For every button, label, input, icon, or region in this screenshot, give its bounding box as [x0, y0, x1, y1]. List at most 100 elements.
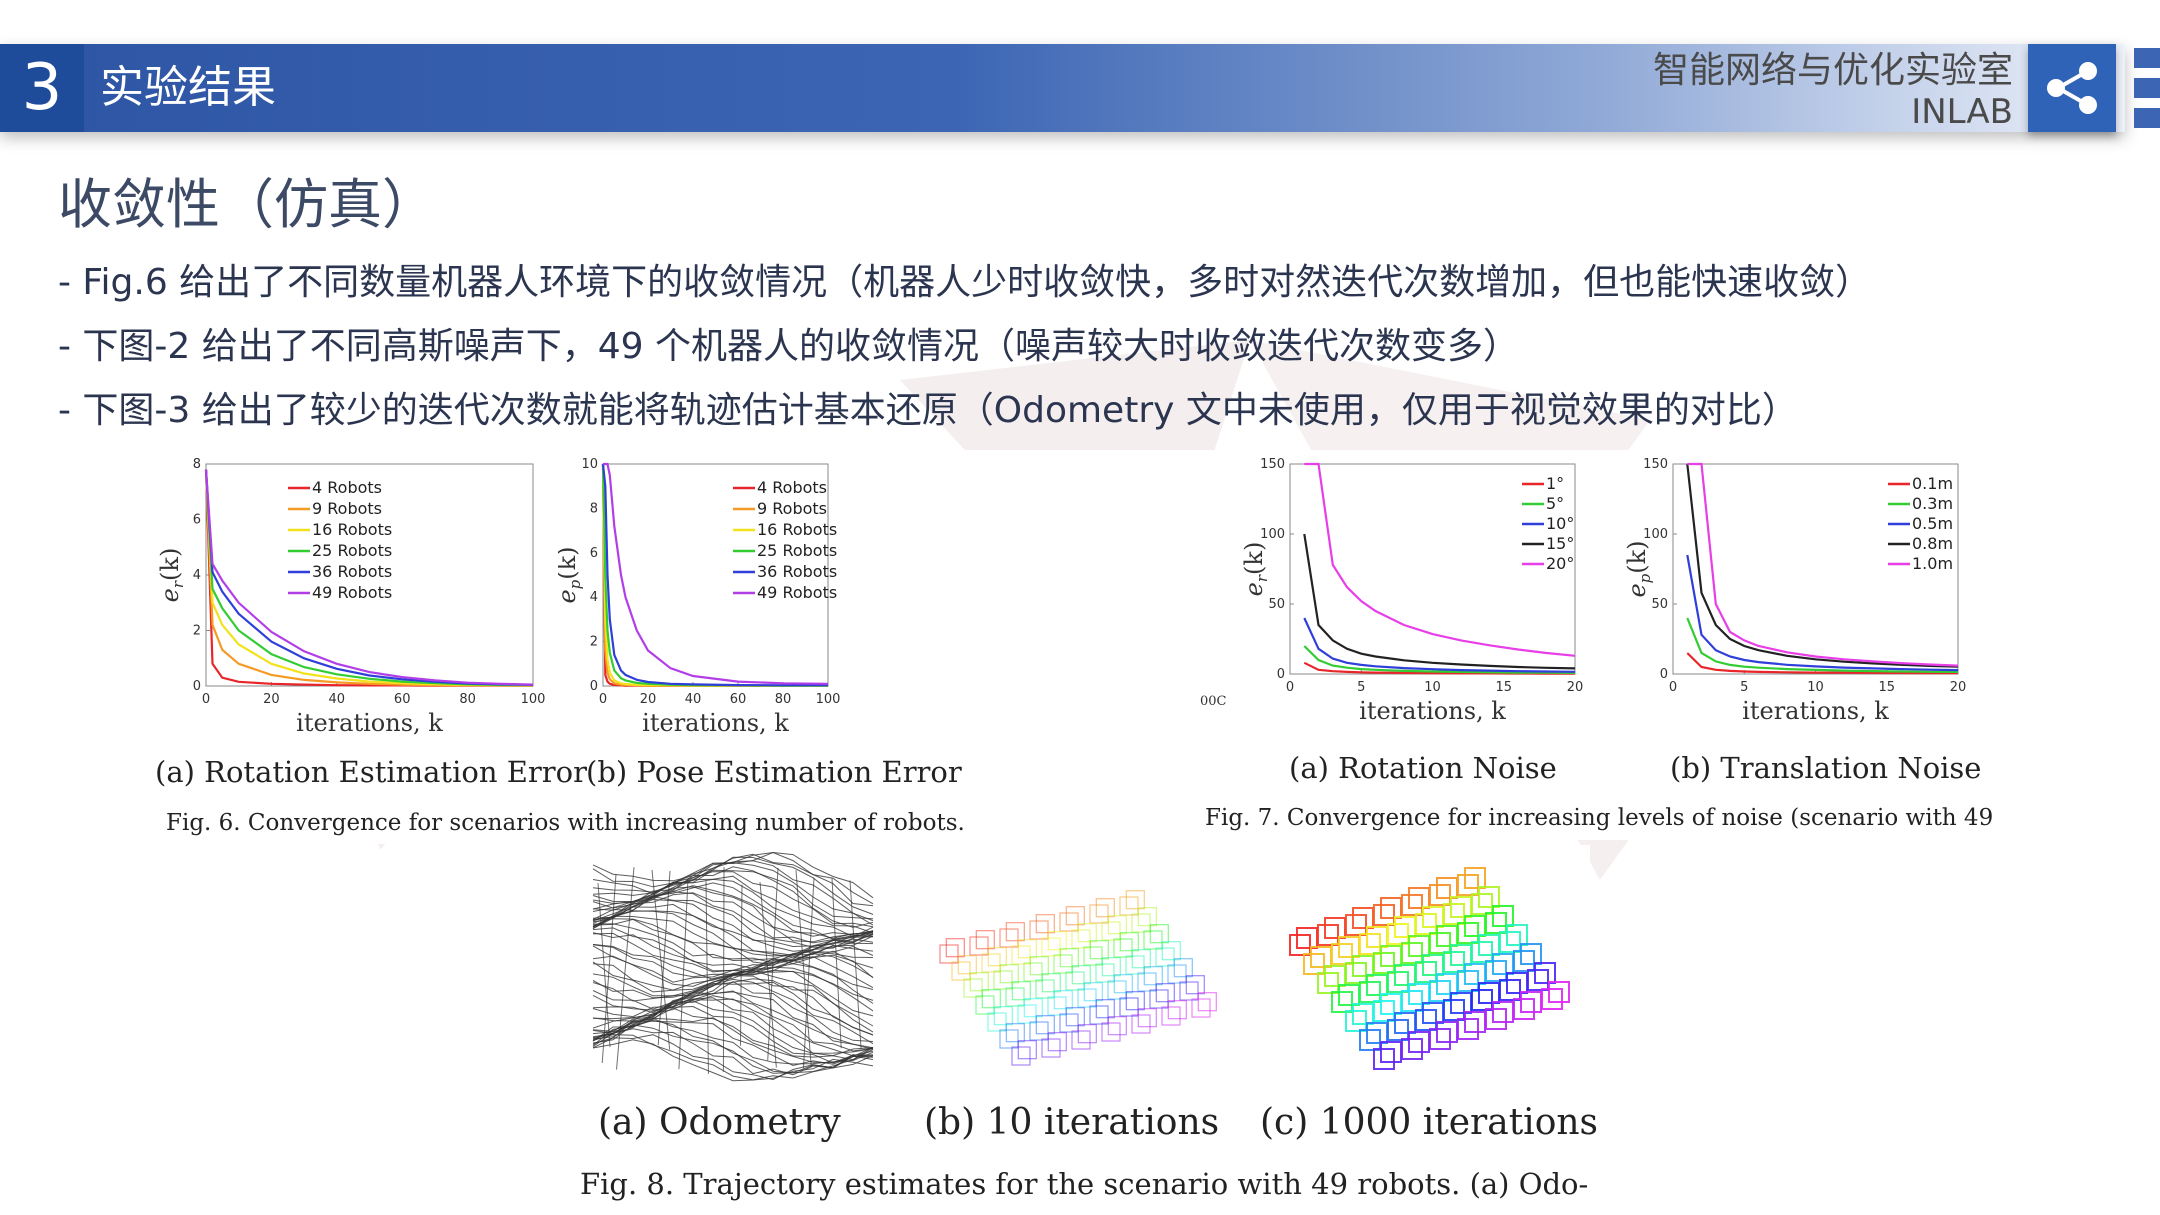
- legend-entry: 25 Robots: [312, 541, 392, 560]
- x-tick-label: 20: [640, 692, 657, 707]
- fig7-sub-b-caption: (b) Translation Noise: [1670, 751, 1982, 785]
- robot-trajectory-box: [1101, 1022, 1121, 1042]
- robot-trajectory-box: [1101, 957, 1121, 977]
- robot-trajectory-box: [1548, 981, 1570, 1003]
- robot-trajectory-box: [1366, 1022, 1388, 1044]
- series-line: [1686, 652, 1958, 675]
- x-tick-label: 100: [816, 692, 841, 707]
- odometry-path: [592, 896, 874, 948]
- page-heading: 收敛性（仿真）: [58, 173, 436, 236]
- robot-trajectory-box: [1023, 998, 1043, 1018]
- robot-trajectory-box: [1408, 935, 1430, 957]
- robot-trajectory-box: [1035, 914, 1055, 934]
- x-tick-label: 0: [1669, 680, 1677, 695]
- fig6-caption: Fig. 6. Convergence for scenarios with i…: [166, 810, 965, 836]
- y-tick-label: 8: [590, 501, 598, 516]
- robot-trajectory-box: [1492, 1001, 1514, 1023]
- robot-trajectory-box: [1415, 1009, 1437, 1031]
- robot-trajectory-box: [1436, 1021, 1458, 1043]
- y-tick-label: 0: [590, 679, 598, 694]
- robot-trajectory-box: [1011, 1046, 1031, 1066]
- lab-name-cn: 智能网络与优化实验室: [1652, 50, 2013, 91]
- legend-entry: 0.1m: [1912, 474, 1953, 493]
- robot-trajectory-box: [1478, 886, 1500, 908]
- robot-trajectory-box: [1324, 965, 1346, 987]
- y-tick-label: 2: [193, 624, 201, 639]
- robot-trajectory-box: [1131, 1014, 1151, 1034]
- robot-trajectory-box: [1366, 926, 1388, 948]
- robot-trajectory-box: [1017, 1004, 1037, 1024]
- series-line: [1304, 462, 1576, 657]
- x-tick-label: 15: [1495, 680, 1512, 695]
- robot-trajectory-box: [1450, 944, 1472, 966]
- robot-trajectory-box: [1089, 904, 1109, 924]
- robot-trajectory-box: [1125, 955, 1145, 975]
- robot-trajectory-box: [1179, 981, 1199, 1001]
- figure-7: 00C 0 5 10 15 20 0 50 100 150 iterations, k er(k) 1…: [1198, 450, 1998, 840]
- odometry-path: [592, 998, 874, 1057]
- robot-trajectory-box: [1394, 916, 1416, 938]
- x-tick-label: 60: [730, 692, 747, 707]
- robot-trajectory-box: [951, 961, 971, 981]
- robot-trajectory-box: [1387, 1019, 1409, 1041]
- odometry-path: [592, 891, 874, 944]
- odometry-path: [592, 892, 874, 943]
- robot-trajectory-box: [1450, 992, 1472, 1014]
- odometry-path: [739, 884, 743, 1046]
- robot-trajectory-box: [1436, 925, 1458, 947]
- y-tick-label: 100: [1260, 527, 1285, 542]
- share-button[interactable]: [2028, 44, 2116, 132]
- fig6-sub-b-caption: (b) Pose Estimation Error: [586, 755, 962, 789]
- robot-trajectory-box: [1394, 964, 1416, 986]
- odometry-path: [592, 970, 874, 1027]
- robot-trajectory-box: [1380, 945, 1402, 967]
- odometry-path: [592, 923, 874, 962]
- legend-entry: 36 Robots: [312, 562, 392, 581]
- chart-pose-estimation-error: 0 20 40 60 80 100 0 2 4 6 8 10 iterations, k ep(k) 4 R…: [558, 457, 841, 737]
- robot-trajectory-box: [1478, 934, 1500, 956]
- robot-trajectory-box: [1429, 1028, 1451, 1050]
- robot-trajectory-box: [1359, 933, 1381, 955]
- legend-entry: 0.3m: [1912, 494, 1953, 513]
- robot-trajectory-box: [1161, 1006, 1181, 1026]
- robot-trajectory-box: [1137, 972, 1157, 992]
- y-tick-label: 8: [193, 457, 201, 472]
- robot-trajectory-box: [1457, 1018, 1479, 1040]
- legend-entry: 49 Robots: [757, 583, 837, 602]
- legend-entry: 36 Robots: [757, 562, 837, 581]
- robot-trajectory-box: [1005, 1023, 1025, 1043]
- robot-trajectory-box: [1041, 937, 1061, 957]
- robot-trajectory-box: [1506, 924, 1528, 946]
- robot-trajectory-box: [1457, 874, 1479, 896]
- series-line: [204, 469, 534, 686]
- robot-trajectory-box: [1401, 990, 1423, 1012]
- robot-trajectory-box: [1408, 1031, 1430, 1053]
- fig8-sub-a-caption: (a) Odometry: [598, 1102, 841, 1143]
- odometry-path: [592, 944, 874, 979]
- chart-rotation-estimation-error: 0 20 40 60 80 100 0 2 4 6 8 iterations, k er(k) 4 Rob…: [156, 457, 545, 737]
- robot-trajectory-box: [1345, 962, 1367, 984]
- robot-trajectory-box: [1303, 953, 1325, 975]
- robot-trajectory-box: [1345, 1010, 1367, 1032]
- robot-trajectory-box: [1101, 921, 1121, 941]
- robot-trajectory-box: [1408, 983, 1430, 1005]
- robot-trajectory-box: [1471, 941, 1493, 963]
- robot-trajectory-box: [1380, 993, 1402, 1015]
- odometry-path: [592, 871, 874, 928]
- fig7-caption: Fig. 7. Convergence for increasing level…: [1205, 805, 1994, 831]
- robot-trajectory-box: [1387, 971, 1409, 993]
- robot-trajectory-box: [1095, 963, 1115, 983]
- robot-trajectory-box: [1095, 898, 1115, 918]
- odometry-path: [802, 877, 815, 1069]
- robot-trajectory-box: [1119, 932, 1139, 952]
- robot-trajectory-box: [993, 1006, 1013, 1026]
- robot-trajectory-box: [1464, 915, 1486, 937]
- odometry-path: [592, 862, 874, 926]
- y-tick-label: 150: [1643, 457, 1668, 472]
- series-line: [601, 463, 828, 687]
- legend-entry: 15°: [1546, 534, 1574, 553]
- figure-6: 0 20 40 60 80 100 0 2 4 6 8 iterations, k er(k) 4 Rob…: [148, 450, 1198, 844]
- odometry-path: [592, 866, 874, 928]
- robot-trajectory-box: [1478, 982, 1500, 1004]
- series-line: [1686, 554, 1959, 672]
